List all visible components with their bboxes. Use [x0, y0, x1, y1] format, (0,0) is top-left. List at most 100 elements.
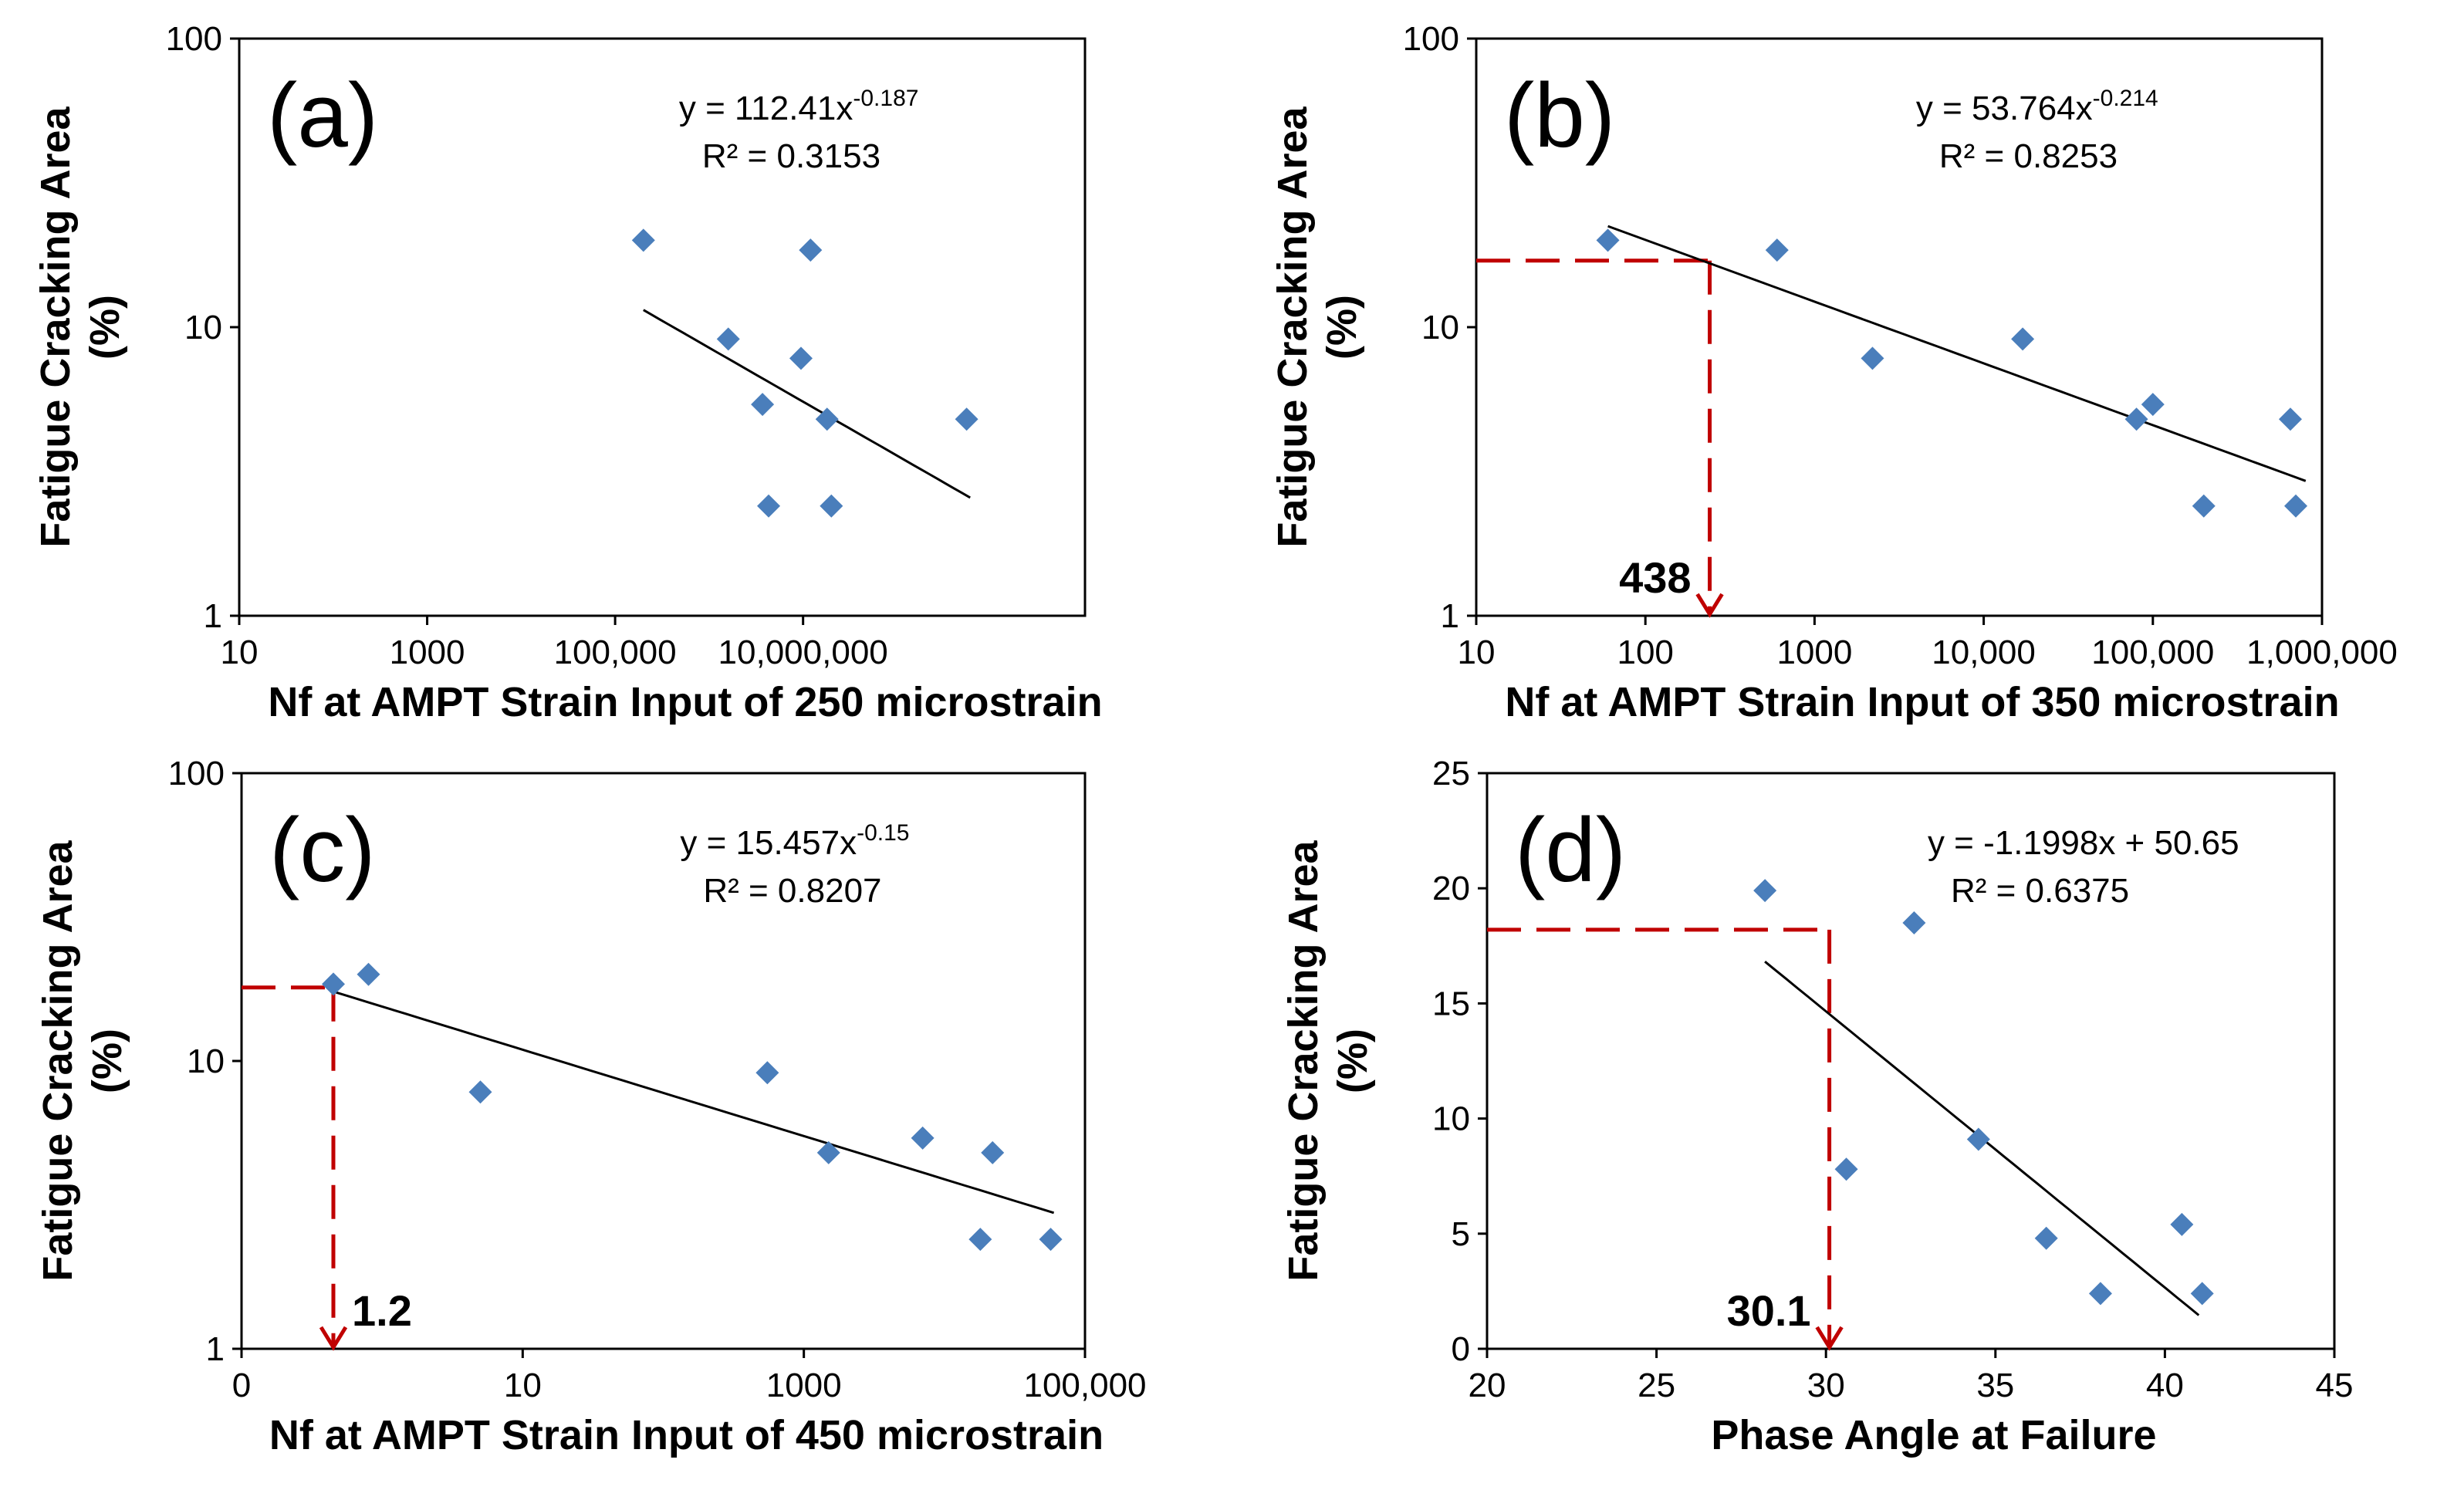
annotation-label: 438	[1619, 553, 1691, 602]
y-tick-label: 25	[1432, 755, 1470, 792]
x-axis-title: Nf at AMPT Strain Input of 450 microstra…	[269, 1412, 1104, 1458]
trendline-equation: y = 53.764x-0.214	[1916, 86, 2158, 127]
equation-base: y = 15.457x	[680, 824, 857, 862]
data-point	[1039, 1228, 1063, 1252]
chart-panel-4: 0 5 10 15 20 25 20 25 30 35 40 45 Phase Angle at Fai…	[1280, 755, 2353, 1458]
data-point	[2034, 1226, 2058, 1250]
data-point	[751, 393, 775, 417]
y-tick-label: 10	[1421, 309, 1459, 346]
r-squared: R² = 0.6375	[1951, 872, 2129, 910]
guide-arrow-head	[319, 1326, 348, 1351]
data-point	[755, 1061, 779, 1085]
y-tick-label: 10	[187, 1042, 225, 1080]
x-tick-label: 1000	[390, 634, 465, 671]
x-tick-label: 10	[504, 1367, 542, 1404]
equation-exponent: -0.187	[853, 86, 918, 111]
trendline-equation: y = 15.457x-0.15	[680, 820, 909, 862]
x-tick-label: 10,000,000	[718, 634, 888, 671]
trendline-equation: y = -1.1998x + 50.65	[1928, 824, 2239, 862]
data-point	[757, 494, 781, 518]
x-axis-title: Phase Angle at Failure	[1711, 1412, 2156, 1458]
guide-arrow-head	[1695, 593, 1724, 618]
data-point	[321, 972, 345, 996]
y-tick-label: 100	[1403, 20, 1459, 58]
data-point	[2284, 494, 2308, 518]
x-tick-label: 1,000,000	[2246, 634, 2398, 671]
x-tick-label: 45	[2316, 1367, 2354, 1404]
r-squared: R² = 0.8207	[703, 872, 881, 910]
annotation-label: 30.1	[1727, 1286, 1811, 1335]
y-tick-label: 10	[1432, 1100, 1470, 1138]
data-point	[2088, 1282, 2112, 1306]
y-tick-label: 1	[204, 597, 222, 635]
data-point	[2141, 393, 2165, 417]
equation-exponent: -0.214	[2093, 86, 2158, 111]
data-point	[357, 962, 380, 986]
y-tick-label: 100	[166, 20, 222, 58]
equation-base: y = 53.764x	[1916, 90, 2093, 127]
data-point	[911, 1126, 935, 1150]
x-tick-label: 10	[221, 634, 259, 671]
data-point	[2190, 1282, 2214, 1306]
data-point	[955, 407, 979, 431]
x-axis-title: Nf at AMPT Strain Input of 250 microstra…	[268, 679, 1102, 725]
x-tick-label: 20	[1469, 1367, 1506, 1404]
data-point	[789, 346, 813, 370]
data-point	[816, 1140, 840, 1164]
data-point	[799, 238, 823, 262]
r-squared: R² = 0.8253	[1939, 137, 2118, 175]
trendline-equation: y = 112.41x-0.187	[679, 86, 919, 127]
data-point	[716, 327, 740, 351]
x-axis-title: Nf at AMPT Strain Input of 350 microstra…	[1505, 679, 2339, 725]
data-point	[2278, 407, 2302, 431]
data-point	[468, 1080, 492, 1104]
x-tick-label: 100,000	[1023, 1367, 1146, 1404]
data-point	[631, 228, 655, 252]
data-point	[2192, 494, 2216, 518]
x-tick-label: 1000	[1776, 634, 1852, 671]
data-point	[1834, 1157, 1858, 1181]
y-tick-label: 5	[1452, 1215, 1470, 1253]
y-tick-label: 15	[1432, 985, 1470, 1022]
y-tick-label: 1	[1441, 597, 1459, 635]
data-point	[968, 1228, 992, 1252]
data-point	[1596, 228, 1620, 252]
equation-exponent: -0.15	[857, 820, 909, 846]
panel-label: (d)	[1515, 799, 1626, 901]
y-tick-label: 1	[206, 1330, 225, 1368]
x-tick-label: 40	[2146, 1367, 2184, 1404]
trendline	[1607, 225, 2307, 482]
y-axis-title-unit: (%)	[1319, 295, 1365, 360]
data-point	[1861, 346, 1884, 370]
r-squared: R² = 0.3153	[702, 137, 880, 175]
y-tick-label: 20	[1432, 870, 1470, 907]
y-tick-label: 100	[168, 755, 225, 792]
y-tick-label: 0	[1452, 1330, 1470, 1368]
data-point	[981, 1140, 1005, 1164]
x-tick-label: 10	[1458, 634, 1496, 671]
equation-base: y = -1.1998x + 50.65	[1928, 824, 2239, 862]
y-tick-label: 10	[184, 309, 222, 346]
y-axis-title: Fatigue Cracking Area	[32, 106, 79, 547]
panel-label: (c)	[269, 799, 376, 901]
data-point	[2170, 1212, 2194, 1236]
data-point	[1902, 911, 1926, 934]
data-point	[815, 407, 839, 431]
y-axis-title-unit: (%)	[84, 1029, 130, 1093]
data-point	[1753, 879, 1777, 903]
data-point	[1966, 1127, 1990, 1151]
y-axis-title: Fatigue Cracking Area	[1269, 106, 1316, 547]
data-point	[820, 494, 843, 518]
x-tick-label: 30	[1807, 1367, 1845, 1404]
y-axis-title-unit: (%)	[82, 295, 128, 360]
y-axis-title-unit: (%)	[1330, 1029, 1376, 1093]
data-point	[2124, 407, 2148, 431]
x-tick-label: 100	[1617, 634, 1673, 671]
panel-label: (b)	[1504, 65, 1615, 167]
trendline	[643, 309, 971, 499]
annotation-label: 1.2	[352, 1286, 412, 1335]
